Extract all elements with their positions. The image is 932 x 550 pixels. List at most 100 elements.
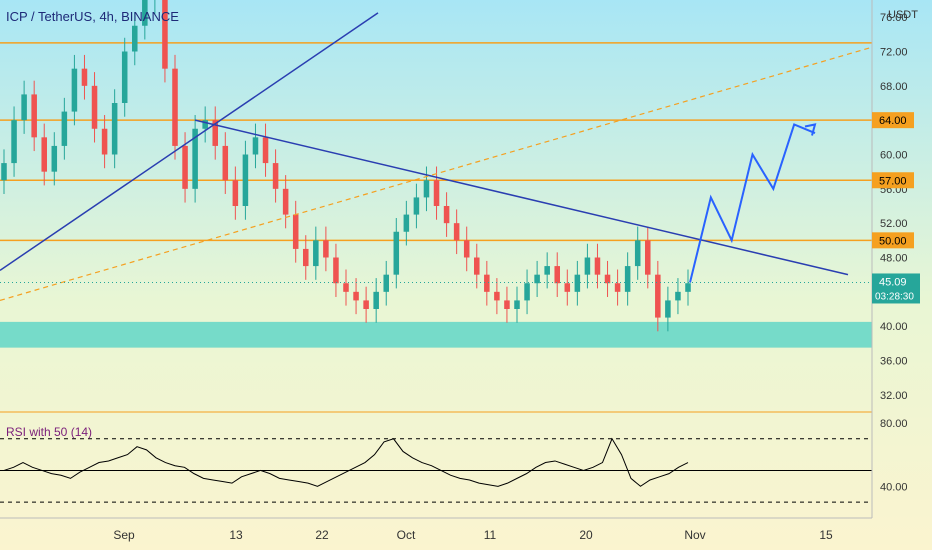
candle (41, 137, 48, 172)
candle (81, 68, 88, 86)
candle (393, 231, 400, 275)
level-tag (872, 112, 914, 129)
candle (644, 240, 651, 275)
candle (1, 163, 7, 181)
level-tag (872, 172, 914, 189)
candle (514, 300, 520, 309)
candle (131, 25, 138, 52)
rsi-tick-label: 80.00 (880, 418, 908, 430)
rsi-label: RSI with 50 (14) (6, 425, 93, 439)
time-tick-label: 15 (819, 528, 833, 542)
downtrend-line (194, 119, 849, 276)
candle (51, 145, 58, 172)
candle (101, 128, 108, 155)
level-tag-label: 50.00 (879, 235, 907, 247)
dashed-channel-line (0, 46, 873, 301)
candle (91, 85, 98, 129)
projection-arrowhead (804, 123, 817, 136)
candle (433, 180, 440, 206)
price-tick-label: 76.00 (880, 12, 908, 24)
candle (142, 0, 148, 26)
rsi-pane (0, 411, 872, 503)
candle (323, 240, 329, 258)
candle (624, 266, 631, 292)
candle (675, 291, 681, 301)
candle (463, 240, 470, 258)
level-tag (872, 232, 914, 249)
candle (333, 257, 339, 284)
candle (212, 120, 219, 146)
time-tick-label: 20 (579, 528, 593, 542)
time-tick-label: 13 (229, 528, 243, 542)
candle (61, 111, 68, 146)
candle (423, 180, 430, 198)
candle (353, 291, 359, 301)
candle (71, 68, 78, 112)
candle (413, 197, 420, 215)
price-tick-label: 60.00 (880, 150, 908, 162)
level-tag-label: 64.00 (879, 115, 907, 127)
candle (655, 274, 661, 318)
candle (524, 283, 530, 301)
candle (494, 291, 500, 301)
candle (564, 283, 571, 292)
price-tick-label: 68.00 (880, 81, 908, 93)
candle (272, 163, 279, 189)
candle (574, 274, 581, 292)
candle (504, 300, 510, 309)
candle (21, 94, 27, 121)
time-tick-label: 22 (315, 528, 329, 542)
currency-label: USDT (888, 9, 918, 21)
candle (665, 300, 671, 318)
axes-layer: 32.0036.0040.0044.0048.0052.0056.0060.00… (0, 0, 920, 542)
candle (282, 188, 289, 215)
candle (484, 274, 490, 292)
candle (534, 274, 540, 284)
price-tick-label: 52.00 (880, 218, 908, 230)
price-tick-label: 32.00 (880, 390, 908, 402)
price-tick-label: 72.00 (880, 47, 908, 59)
candle (11, 120, 17, 164)
candle (302, 248, 309, 267)
candle (292, 214, 299, 249)
candle (453, 223, 460, 241)
candle (373, 291, 379, 309)
countdown-label: 03:28:30 (875, 291, 914, 302)
current-price-tag (872, 273, 920, 304)
candle (604, 274, 611, 284)
candle (313, 240, 319, 267)
candle (473, 257, 480, 275)
time-tick-label: Sep (113, 528, 135, 542)
price-tick-label: 40.00 (880, 321, 908, 333)
candle (111, 103, 118, 155)
candle (162, 0, 168, 69)
candle (554, 266, 561, 284)
candle (242, 154, 249, 206)
candle (202, 120, 208, 129)
projection-path (689, 123, 816, 283)
candle (343, 283, 349, 292)
time-tick-label: 11 (484, 528, 497, 542)
time-tick-label: Nov (684, 528, 705, 542)
candle (383, 274, 390, 292)
candle (363, 300, 369, 309)
rsi-line (3, 437, 689, 487)
candle (232, 180, 239, 206)
candle (403, 214, 410, 232)
support-zone (0, 321, 872, 348)
price-tick-label: 48.00 (880, 253, 908, 265)
candle (121, 51, 128, 103)
candle (262, 137, 269, 164)
candle (31, 94, 37, 138)
ticker-label: ICP / TetherUS, 4h, BINANCE (6, 9, 179, 24)
candle (594, 257, 601, 275)
candle (544, 266, 550, 275)
uptrend-line (0, 12, 379, 271)
candle (685, 283, 691, 292)
time-tick-label: Oct (397, 528, 416, 542)
level-tag-label: 57.00 (879, 175, 907, 187)
candle (222, 145, 229, 181)
candle (182, 145, 188, 189)
